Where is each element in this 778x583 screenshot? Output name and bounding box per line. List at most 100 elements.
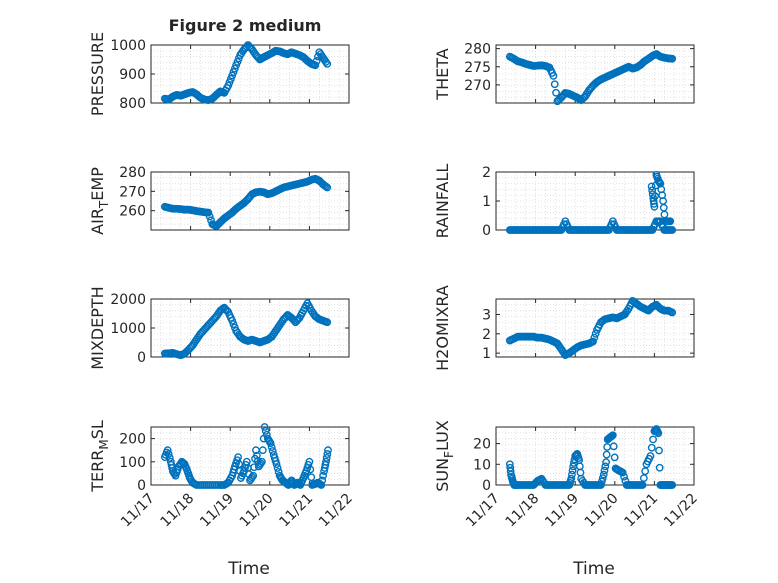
data-point — [267, 443, 276, 452]
data-point — [252, 451, 261, 460]
data-point — [205, 212, 214, 221]
data-point — [574, 454, 583, 462]
data-point — [173, 465, 182, 474]
data-point — [316, 480, 325, 489]
data-point — [186, 344, 194, 353]
data-point — [191, 480, 200, 489]
data-point — [323, 450, 332, 458]
data-point — [245, 42, 254, 51]
data-point — [233, 456, 241, 465]
data-point — [578, 94, 587, 103]
data-point — [304, 460, 313, 469]
data-point — [639, 474, 648, 482]
y-tick-label: 10 — [473, 457, 491, 473]
data-point — [568, 466, 577, 475]
data-point — [258, 446, 267, 455]
data-point — [288, 315, 297, 324]
y-tick-label: 900 — [119, 67, 146, 83]
data-point — [550, 80, 559, 89]
data-point — [312, 57, 321, 65]
data-point — [306, 465, 315, 474]
data-point — [649, 435, 657, 444]
data-point — [273, 464, 282, 472]
data-point — [281, 313, 289, 322]
data-point — [552, 226, 560, 234]
data-point — [586, 84, 595, 93]
data-point — [658, 191, 667, 200]
data-point — [319, 471, 328, 480]
y-tick-label: 280 — [119, 165, 146, 181]
data-point — [221, 305, 230, 314]
axes-box — [495, 44, 695, 104]
data-point — [506, 467, 515, 476]
data-point — [205, 319, 214, 328]
axes-box — [150, 426, 350, 486]
data-point — [663, 226, 671, 234]
y-axis-label: AIRTEMP — [88, 167, 111, 235]
data-point — [199, 208, 208, 216]
data-point — [321, 58, 330, 66]
data-point — [167, 460, 176, 469]
axes-box — [150, 171, 350, 231]
data-point — [292, 316, 301, 325]
y-axis-label: THETA — [433, 48, 452, 100]
y-tick-label: 280 — [464, 42, 491, 58]
data-point — [321, 460, 330, 469]
data-point — [201, 324, 210, 332]
y-tick-label: 2 — [482, 327, 491, 343]
y-label-main: TERR — [88, 450, 107, 493]
y-axis-label: TERRMSL — [88, 420, 111, 493]
y-tick-label: 0 — [137, 478, 146, 494]
data-point — [610, 453, 619, 462]
y-tick-label: 260 — [119, 204, 146, 220]
data-point — [633, 481, 642, 489]
data-point — [256, 459, 265, 468]
x-axis-label-1: Time — [227, 559, 270, 579]
subplot-6: 1 2 3 H2OMIXRA — [433, 285, 695, 371]
y-tick-label: 100 — [119, 455, 146, 471]
figure-title: Figure 2 medium — [169, 16, 322, 35]
y-tick-label: 800 — [119, 96, 146, 112]
subplot-4: 0 1 2 RAINFALL — [433, 164, 695, 239]
data-point — [241, 197, 250, 206]
data-point — [576, 468, 585, 477]
y-axis-label: PRESSURE — [88, 32, 107, 116]
y-tick-label: 1 — [482, 346, 491, 362]
data-point — [667, 481, 676, 489]
subplot-3: 260 270 280 AIRTEMP — [88, 165, 350, 235]
data-point — [607, 432, 616, 440]
y-label-subscript: M — [97, 439, 111, 449]
y-tick-label: 20 — [473, 437, 491, 453]
data-point — [242, 42, 251, 51]
y-tick-label: 0 — [482, 223, 491, 239]
y-tick-label: 275 — [464, 60, 491, 76]
y-label-rest: SL — [88, 420, 107, 439]
data-point — [599, 226, 608, 234]
y-tick-label: 1 — [482, 194, 491, 210]
y-tick-label: 270 — [464, 78, 491, 94]
y-tick-label: 1000 — [110, 321, 146, 337]
y-label-main: AIR — [88, 208, 107, 235]
x-axis-label-2: Time — [572, 559, 615, 579]
subplot-2: 270 275 280 THETA — [433, 42, 695, 106]
data-point — [651, 192, 659, 201]
data-point — [591, 481, 600, 489]
data-point — [230, 64, 239, 73]
y-tick-label: 1000 — [110, 38, 146, 54]
data-point — [320, 464, 329, 472]
data-point — [647, 182, 656, 191]
data-point — [182, 464, 191, 473]
y-label-rest: LUX — [433, 420, 452, 451]
data-point — [226, 313, 235, 322]
y-axis-label: RAINFALL — [433, 164, 452, 239]
data-point — [552, 88, 560, 97]
y-tick-label: 200 — [119, 432, 146, 448]
data-point — [620, 472, 628, 481]
data-point — [655, 446, 663, 455]
y-axis-label: SUNFLUX — [433, 420, 456, 492]
data-point — [665, 217, 674, 226]
data-point — [213, 89, 222, 98]
data-point — [548, 69, 556, 77]
